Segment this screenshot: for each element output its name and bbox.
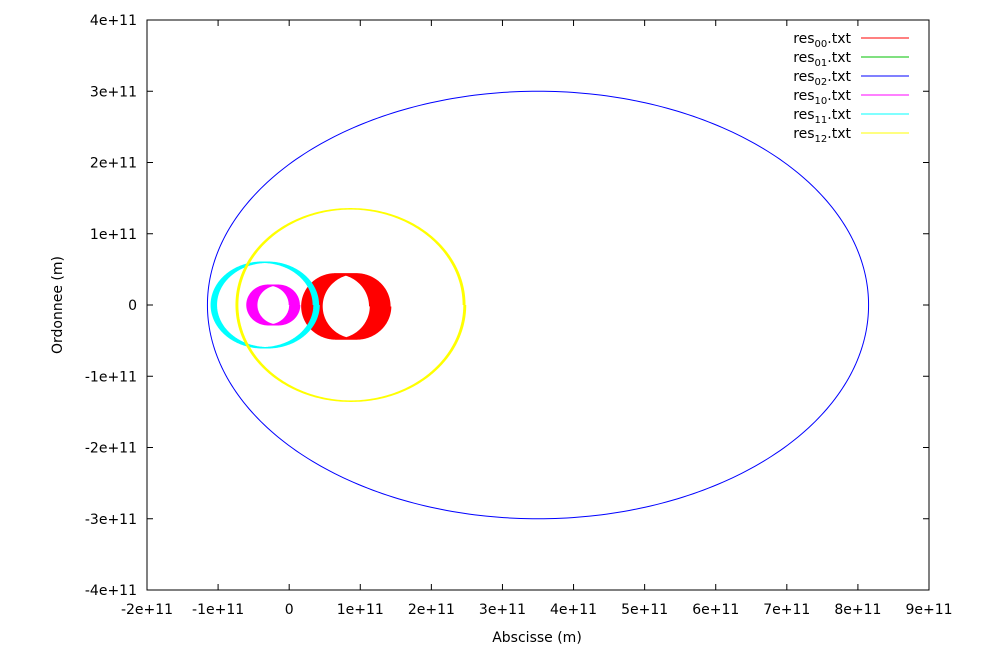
y-tick-label: -1e+11 [85, 369, 137, 385]
series-layer [206, 90, 870, 520]
x-tick-label: 9e+11 [905, 602, 952, 618]
series-02-line [206, 90, 870, 520]
series-12-line [235, 208, 467, 402]
x-axis-title: Abscisse (m) [492, 630, 582, 646]
y-tick-label: -4e+11 [85, 583, 137, 599]
y-tick-label: 0 [128, 298, 137, 314]
legend: res00.txtres01.txtres02.txtres10.txtres1… [793, 31, 909, 145]
legend-label: res02.txt [793, 69, 851, 88]
series-10-line [246, 284, 301, 326]
plot-area [146, 19, 930, 591]
y-tick-label: 2e+11 [90, 156, 137, 172]
y-tick-label: 1e+11 [90, 227, 137, 243]
y-tick-label: -3e+11 [85, 512, 137, 528]
y-tick-label: -2e+11 [85, 441, 137, 457]
x-tick-label: -1e+11 [192, 602, 244, 618]
x-tick-label: 4e+11 [550, 602, 597, 618]
legend-label: res12.txt [793, 126, 851, 145]
y-tick-label: 4e+11 [90, 13, 137, 29]
y-axis-title: Ordonnee (m) [50, 256, 66, 354]
legend-label: res10.txt [793, 88, 851, 107]
legend-label: res00.txt [793, 31, 851, 50]
x-tick-label: 2e+11 [408, 602, 455, 618]
x-tick-label: -2e+11 [121, 602, 173, 618]
legend-label: res01.txt [793, 50, 851, 69]
y-tick-label: 3e+11 [90, 84, 137, 100]
ticks-layer: -2e+11 -1e+11 0 1e+11 2e+11 3e+11 4e+11 5e+11 6e… [85, 13, 953, 618]
series-11-line [210, 261, 320, 349]
x-tick-label: 1e+11 [337, 602, 384, 618]
x-tick-label: 6e+11 [692, 602, 739, 618]
x-tick-label: 0 [285, 602, 294, 618]
x-tick-label: 7e+11 [763, 602, 810, 618]
x-tick-label: 5e+11 [621, 602, 668, 618]
series-00-line [301, 273, 392, 340]
x-tick-label: 3e+11 [479, 602, 526, 618]
legend-label: res11.txt [793, 107, 851, 126]
x-tick-label: 8e+11 [834, 602, 881, 618]
